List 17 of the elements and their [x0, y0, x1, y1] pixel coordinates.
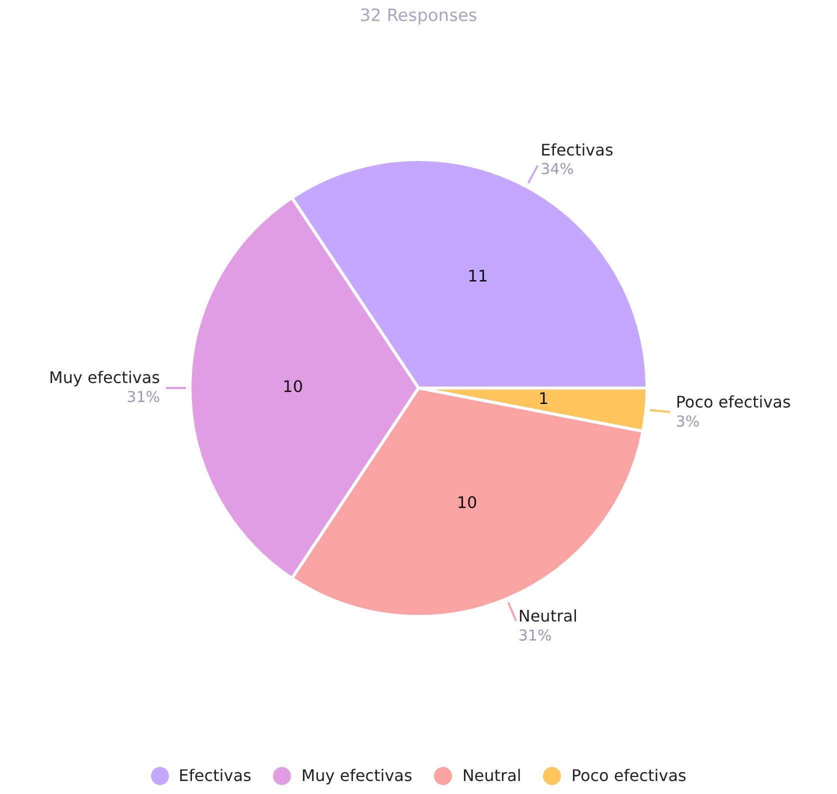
text: 1 — [538, 389, 549, 408]
legend-label: Poco efectivas — [571, 766, 686, 785]
slice-label: Poco efectivas — [676, 392, 791, 412]
text: 11 — [468, 266, 488, 286]
text: 10 — [456, 493, 478, 512]
legend-label: Efectivas — [178, 766, 252, 785]
legend-label: Neutral — [462, 766, 522, 785]
chart-title: 32 Responses — [358, 6, 478, 26]
slice-label: Efectivas — [540, 140, 614, 160]
data-label: 34% — [540, 160, 574, 178]
data-label: 31% — [518, 626, 552, 644]
data-label: 3% — [676, 412, 700, 430]
legend-label: Muy efectivas — [301, 766, 412, 785]
slice-label: Muy efectivas — [49, 368, 160, 388]
text: 10 — [282, 377, 304, 396]
slice-label: Neutral — [518, 606, 578, 626]
data-label: 31% — [126, 388, 160, 406]
